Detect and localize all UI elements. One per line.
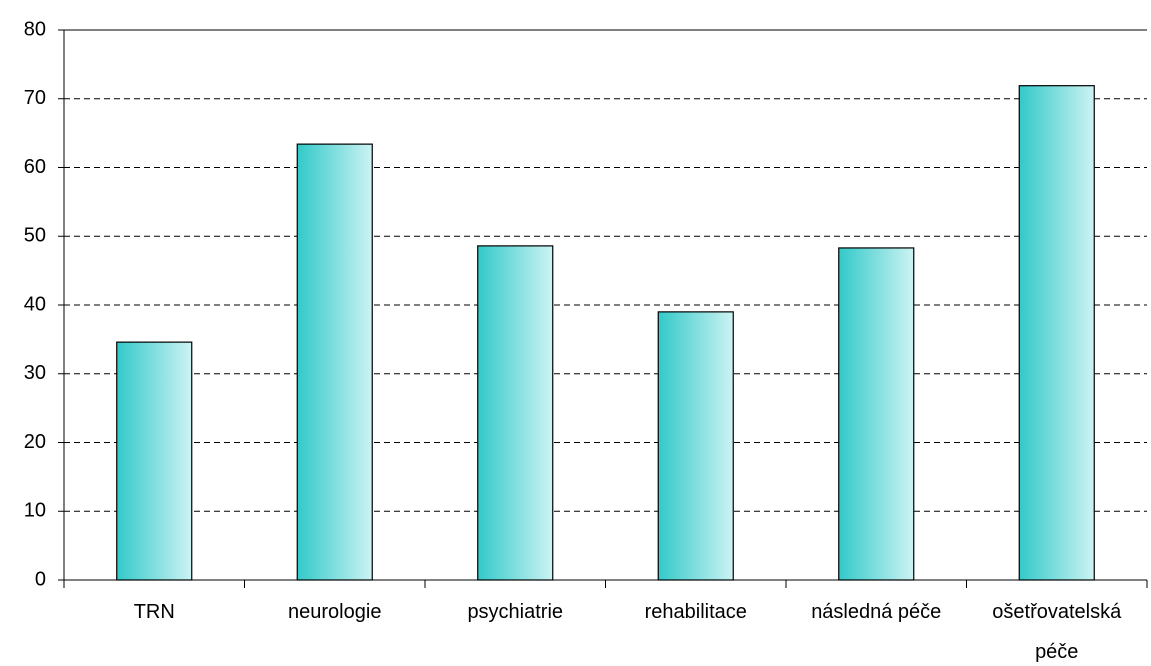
y-tick-label: 80 (24, 18, 46, 40)
bar (838, 247, 915, 581)
x-tick-label: TRN (133, 601, 175, 623)
y-tick-label: 50 (24, 225, 46, 247)
bar (657, 311, 734, 581)
x-tick-label: rehabilitace (644, 601, 747, 623)
x-tick-label: následná péče (811, 601, 942, 623)
y-tick-label: 30 (24, 362, 46, 384)
bar (1018, 85, 1095, 581)
y-tick-label: 0 (35, 568, 46, 590)
bar (477, 245, 554, 581)
x-tick-label: neurologie (288, 601, 382, 623)
y-tick-label: 60 (24, 156, 46, 178)
x-tick-label: ošetřovatelská péče (992, 601, 1122, 663)
bar (116, 341, 193, 581)
x-tick-label: psychiatrie (467, 601, 564, 623)
y-tick-label: 20 (24, 431, 46, 453)
y-tick-label: 70 (24, 87, 46, 109)
y-tick-label: 40 (24, 293, 46, 315)
bar (296, 143, 373, 581)
y-tick-label: 10 (24, 500, 46, 522)
